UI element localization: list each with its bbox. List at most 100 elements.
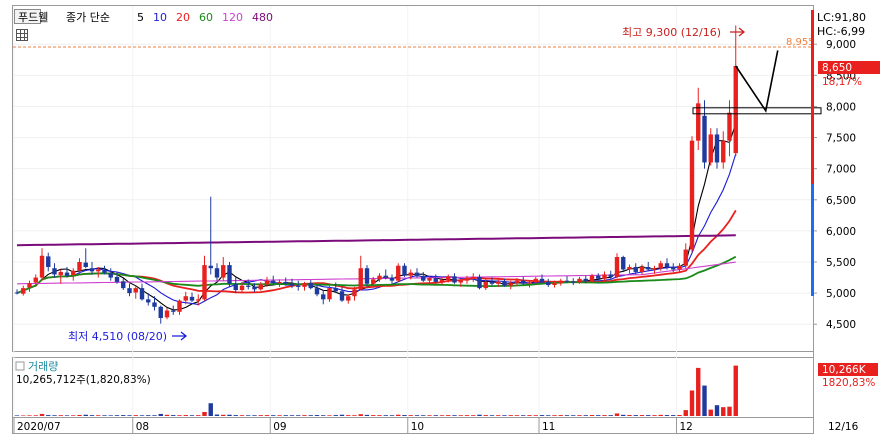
candle-body [733, 66, 738, 154]
candle [452, 273, 457, 284]
candle [721, 131, 726, 169]
candle [196, 294, 201, 306]
volume-bar [71, 415, 76, 416]
candle [402, 263, 407, 277]
candle-body [414, 272, 420, 277]
candle-body [121, 281, 126, 289]
candle-body [327, 288, 332, 300]
candle [214, 263, 220, 281]
volume-bar [714, 405, 720, 416]
candle-body [271, 280, 276, 284]
candle [114, 271, 120, 284]
volume-bar [477, 414, 482, 416]
volume-bar [439, 415, 445, 416]
candle-body [652, 268, 657, 270]
volume-bar [702, 385, 707, 416]
user-drawings[interactable] [692, 50, 822, 115]
volume-bar [227, 414, 232, 416]
candle [252, 283, 257, 292]
volume-bar [564, 415, 570, 416]
volume-bar [671, 415, 676, 416]
candle-body [227, 265, 232, 284]
candle [52, 263, 57, 278]
volume-bar [333, 415, 338, 416]
volume-bar [302, 415, 307, 416]
volume-series [14, 365, 738, 416]
y-tick-label: 6,500 [826, 195, 856, 207]
candle [377, 273, 382, 282]
grid-toggle-icon[interactable] [16, 29, 28, 41]
candle-body [64, 272, 70, 276]
candle [89, 262, 95, 275]
ma-title: 종가 단순 [66, 11, 110, 24]
candle-body [502, 281, 507, 286]
ma-legend-480: 480 [252, 11, 273, 24]
volume-bar [383, 415, 388, 416]
volume-bar [346, 415, 351, 416]
volume-bar [314, 415, 320, 416]
candle-body [364, 268, 370, 284]
volume-bar [508, 415, 513, 416]
volume-title: 거래량 [28, 360, 58, 373]
support-box [692, 107, 822, 115]
candle [552, 280, 557, 288]
volume-bar [58, 415, 63, 416]
candle-body [202, 265, 207, 300]
candle [127, 283, 132, 297]
candle [308, 280, 313, 290]
x-axis-ticks: 2020/07 08 09 10 11 12 [13, 418, 693, 433]
candle-body [583, 278, 588, 282]
candle [714, 128, 720, 169]
volume-bar [371, 415, 376, 416]
volume-bar [321, 415, 326, 416]
candle [433, 274, 438, 284]
stock-name-box[interactable] [14, 9, 41, 24]
volume-bar [171, 415, 176, 416]
candle [414, 268, 420, 278]
candle [208, 196, 213, 275]
volume-bar [571, 415, 576, 416]
stock-name[interactable]: 푸드웰 [18, 11, 48, 24]
candle-body [677, 265, 682, 270]
candle [183, 291, 188, 305]
candle-body [377, 275, 382, 280]
volume-bar [621, 414, 626, 416]
volume-bar [327, 415, 332, 416]
candle-body [446, 276, 451, 281]
lc-label: LC:91,80 [817, 11, 866, 24]
ma-legend-10: 10 [153, 11, 167, 24]
candle [583, 275, 588, 284]
candle [396, 263, 401, 282]
y-tick-label: 4,500 [826, 319, 856, 331]
volume-bar [658, 414, 663, 416]
volume-bar [277, 415, 282, 416]
candle [683, 243, 688, 269]
candle-body [108, 273, 113, 278]
volume-bar [21, 415, 26, 416]
candle [371, 276, 376, 287]
candle [496, 279, 501, 287]
candle [471, 273, 476, 282]
volume-bar [246, 415, 251, 416]
candle [446, 274, 451, 283]
candle [389, 274, 395, 284]
candle [202, 255, 207, 301]
volume-bar [83, 414, 88, 416]
candle [658, 260, 663, 271]
candle [464, 275, 470, 284]
candle-body [221, 265, 226, 278]
candle-body [58, 271, 63, 276]
ma-line-480 [16, 234, 736, 247]
candle-body [427, 278, 432, 281]
volume-bar [208, 403, 213, 416]
candle [502, 278, 507, 287]
hc-label: HC:-6,99 [817, 25, 865, 38]
volume-bar [583, 415, 588, 416]
candle [258, 281, 263, 291]
candle [33, 274, 38, 287]
grid-toggle-icon-lines [16, 29, 28, 41]
change-label: 18,17% [822, 76, 862, 88]
candlestick-series [14, 25, 738, 324]
candle-body [358, 268, 363, 290]
volume-bar [483, 415, 488, 416]
